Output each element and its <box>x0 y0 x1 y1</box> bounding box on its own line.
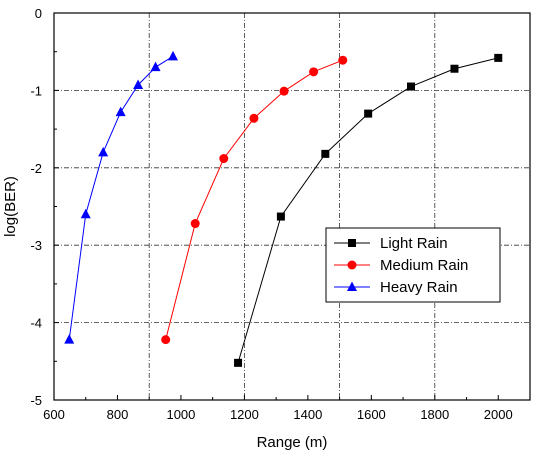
legend-label-medium-rain: Medium Rain <box>380 257 468 274</box>
legend-marker-heavy-rain <box>347 281 357 291</box>
data-point-medium-rain <box>249 113 259 123</box>
x-tick-label: 1400 <box>293 407 322 422</box>
data-point-heavy-rain <box>98 146 109 157</box>
x-tick-label: 1600 <box>357 407 386 422</box>
plot-frame <box>53 12 531 401</box>
y-tick-label: -3 <box>30 238 42 253</box>
y-tick-label: -1 <box>30 83 42 98</box>
y-tick-label: -4 <box>30 316 42 331</box>
y-tick-label: -2 <box>30 161 42 176</box>
legend-label-heavy-rain: Heavy Rain <box>380 279 458 296</box>
data-point-medium-rain <box>219 154 229 164</box>
data-point-light-rain <box>494 53 503 62</box>
grid-lines <box>54 13 530 400</box>
data-point-light-rain <box>407 82 415 91</box>
x-tick-label: 1000 <box>166 407 195 422</box>
data-point-medium-rain <box>279 86 289 96</box>
data-point-heavy-rain <box>80 208 91 219</box>
data-point-light-rain <box>234 358 243 367</box>
legend-marker-medium-rain <box>347 260 357 270</box>
data-point-light-rain <box>450 64 459 73</box>
data-point-heavy-rain <box>133 79 144 89</box>
data-point-light-rain <box>364 109 373 118</box>
series-line-heavy-rain <box>68 55 174 340</box>
y-tick-label: -5 <box>30 393 42 408</box>
axis-ticks: 600 800 1000 1200 1400 1600 1800 2000 0 -1 -2 -3 -4 -… <box>30 6 531 422</box>
legend: Light Rain Medium Rain Heavy Rain <box>325 227 501 303</box>
data-point-light-rain <box>321 149 330 158</box>
data-point-medium-rain <box>161 335 171 345</box>
data-point-medium-rain <box>309 67 319 77</box>
series-medium-rain <box>161 55 348 345</box>
series-layer <box>64 50 503 367</box>
x-tick-label: 800 <box>107 407 129 422</box>
x-axis-title: Range (m) <box>257 434 328 451</box>
data-point-heavy-rain <box>168 50 178 61</box>
data-point-heavy-rain <box>64 334 75 344</box>
data-point-heavy-rain <box>115 106 126 117</box>
data-point-light-rain <box>276 212 285 221</box>
x-tick-label: 600 <box>43 407 65 422</box>
data-point-heavy-rain <box>150 61 161 72</box>
data-point-medium-rain <box>338 55 348 65</box>
y-tick-label: 0 <box>35 6 42 21</box>
series-line-light-rain <box>237 57 499 363</box>
legend-label-light-rain: Light Rain <box>380 235 448 252</box>
series-heavy-rain <box>64 50 178 344</box>
x-tick-label: 2000 <box>484 407 513 422</box>
legend-marker-light-rain <box>348 239 356 247</box>
series-line-medium-rain <box>165 59 343 340</box>
x-tick-label: 1800 <box>420 407 449 422</box>
data-point-medium-rain <box>190 219 200 229</box>
x-tick-label: 1200 <box>230 407 259 422</box>
series-light-rain <box>234 53 503 367</box>
y-axis-title: log(BER) <box>2 176 19 237</box>
